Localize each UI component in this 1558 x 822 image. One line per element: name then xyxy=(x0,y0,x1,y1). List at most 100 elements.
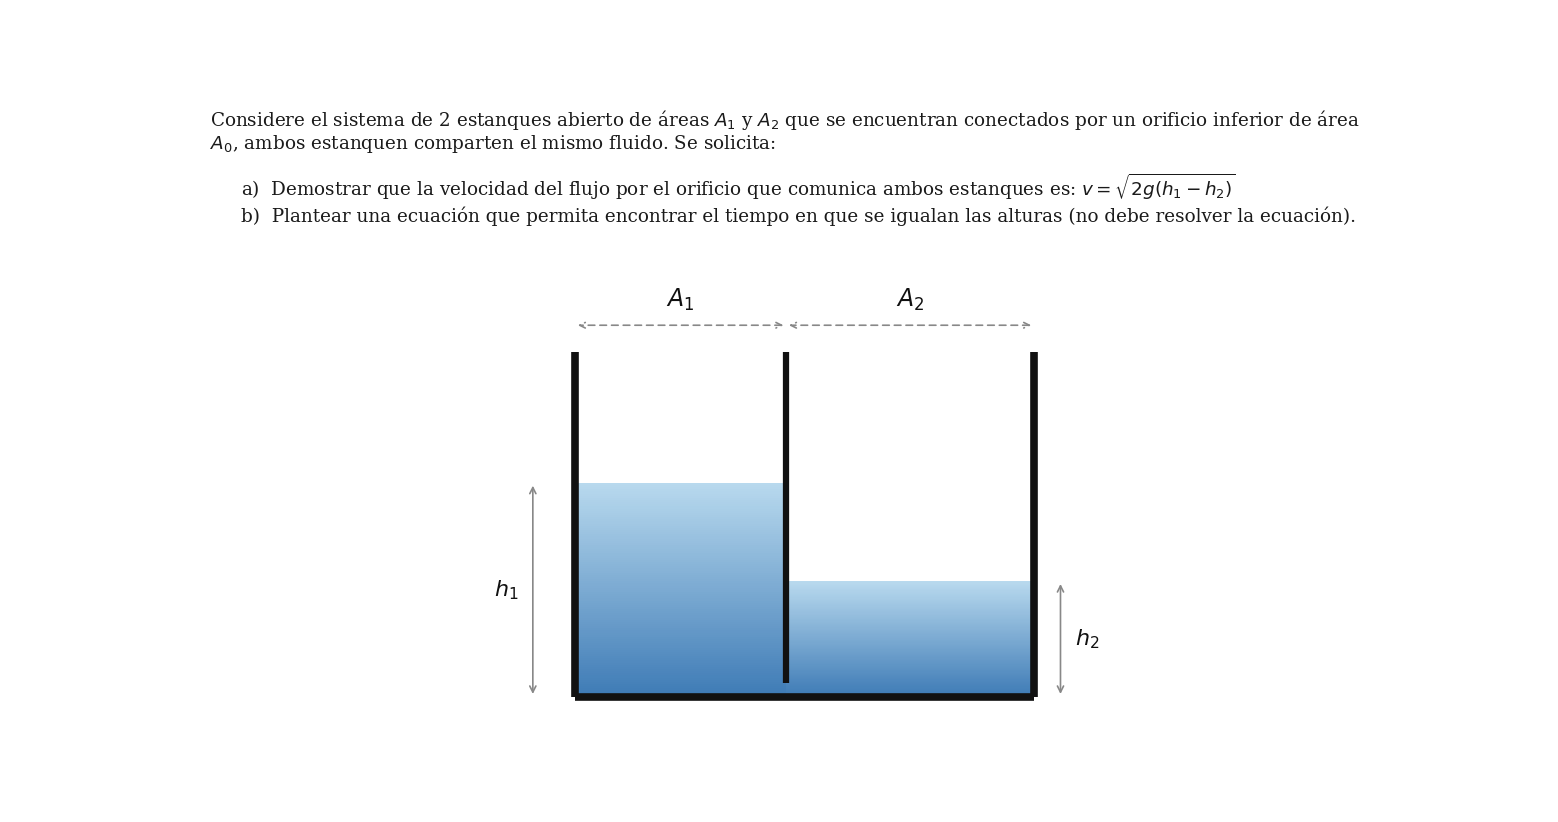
Bar xyxy=(575,489,787,492)
Bar xyxy=(787,610,1035,612)
Bar xyxy=(575,692,787,695)
Bar xyxy=(575,569,787,570)
Bar xyxy=(787,621,1035,623)
Bar xyxy=(787,684,1035,686)
Bar xyxy=(575,603,787,605)
Bar xyxy=(575,676,787,677)
Bar xyxy=(787,633,1035,635)
Bar xyxy=(575,528,787,530)
Bar xyxy=(787,609,1035,610)
Bar xyxy=(787,626,1035,627)
Bar xyxy=(787,590,1035,592)
Bar xyxy=(575,570,787,573)
Bar xyxy=(787,674,1035,675)
Bar xyxy=(575,487,787,489)
Bar xyxy=(575,633,787,635)
Bar xyxy=(575,626,787,628)
Bar xyxy=(575,500,787,502)
Bar xyxy=(575,509,787,510)
Bar xyxy=(575,690,787,692)
Bar xyxy=(787,676,1035,677)
Bar xyxy=(575,617,787,620)
Bar xyxy=(575,506,787,509)
Bar xyxy=(787,658,1035,660)
Bar xyxy=(575,635,787,637)
Bar xyxy=(787,619,1035,621)
Bar xyxy=(787,596,1035,598)
Bar xyxy=(787,668,1035,669)
Bar xyxy=(787,615,1035,616)
Bar xyxy=(787,616,1035,617)
Bar xyxy=(787,650,1035,652)
Bar xyxy=(787,586,1035,587)
Bar xyxy=(575,577,787,580)
Bar xyxy=(575,575,787,577)
Bar xyxy=(787,631,1035,632)
Bar xyxy=(787,629,1035,630)
Bar xyxy=(575,581,787,584)
Text: $h_1$: $h_1$ xyxy=(494,578,519,602)
Bar xyxy=(787,677,1035,678)
Bar xyxy=(575,573,787,575)
Bar xyxy=(787,641,1035,643)
Bar xyxy=(575,556,787,558)
Bar xyxy=(575,520,787,521)
Bar xyxy=(575,496,787,498)
Bar xyxy=(575,588,787,590)
Bar xyxy=(575,547,787,549)
Bar xyxy=(787,594,1035,595)
Bar xyxy=(575,613,787,616)
Bar xyxy=(575,601,787,603)
Bar xyxy=(787,664,1035,666)
Bar xyxy=(787,581,1035,582)
Bar xyxy=(575,695,787,697)
Bar xyxy=(575,552,787,553)
Bar xyxy=(575,515,787,517)
Bar xyxy=(575,538,787,541)
Bar xyxy=(575,594,787,596)
Bar xyxy=(575,688,787,690)
Bar xyxy=(575,562,787,564)
Bar xyxy=(575,680,787,681)
Text: $A_1$: $A_1$ xyxy=(667,287,695,313)
Bar xyxy=(575,510,787,513)
Bar xyxy=(575,667,787,669)
Bar xyxy=(575,656,787,658)
Bar xyxy=(787,672,1035,674)
Bar xyxy=(787,654,1035,655)
Bar xyxy=(575,686,787,688)
Bar xyxy=(575,558,787,560)
Bar xyxy=(575,498,787,500)
Bar xyxy=(787,662,1035,663)
Bar xyxy=(787,669,1035,670)
Bar xyxy=(787,693,1035,695)
Bar xyxy=(575,644,787,645)
Bar xyxy=(575,534,787,537)
Bar xyxy=(787,632,1035,633)
Bar xyxy=(575,598,787,601)
Bar xyxy=(575,645,787,648)
Bar xyxy=(787,625,1035,626)
Bar xyxy=(575,677,787,680)
Bar xyxy=(787,603,1035,604)
Bar xyxy=(787,644,1035,646)
Bar xyxy=(787,617,1035,618)
Bar xyxy=(787,589,1035,590)
Bar xyxy=(575,630,787,633)
Bar xyxy=(575,532,787,534)
Bar xyxy=(787,680,1035,681)
Bar xyxy=(575,616,787,617)
Bar xyxy=(575,607,787,609)
Bar xyxy=(787,686,1035,687)
Bar xyxy=(787,678,1035,680)
Bar xyxy=(575,483,787,485)
Bar xyxy=(575,641,787,644)
Bar xyxy=(575,504,787,506)
Bar xyxy=(575,566,787,569)
Bar xyxy=(575,649,787,652)
Bar xyxy=(787,624,1035,625)
Bar xyxy=(787,627,1035,629)
Bar xyxy=(575,502,787,504)
Bar xyxy=(787,687,1035,689)
Bar xyxy=(575,537,787,538)
